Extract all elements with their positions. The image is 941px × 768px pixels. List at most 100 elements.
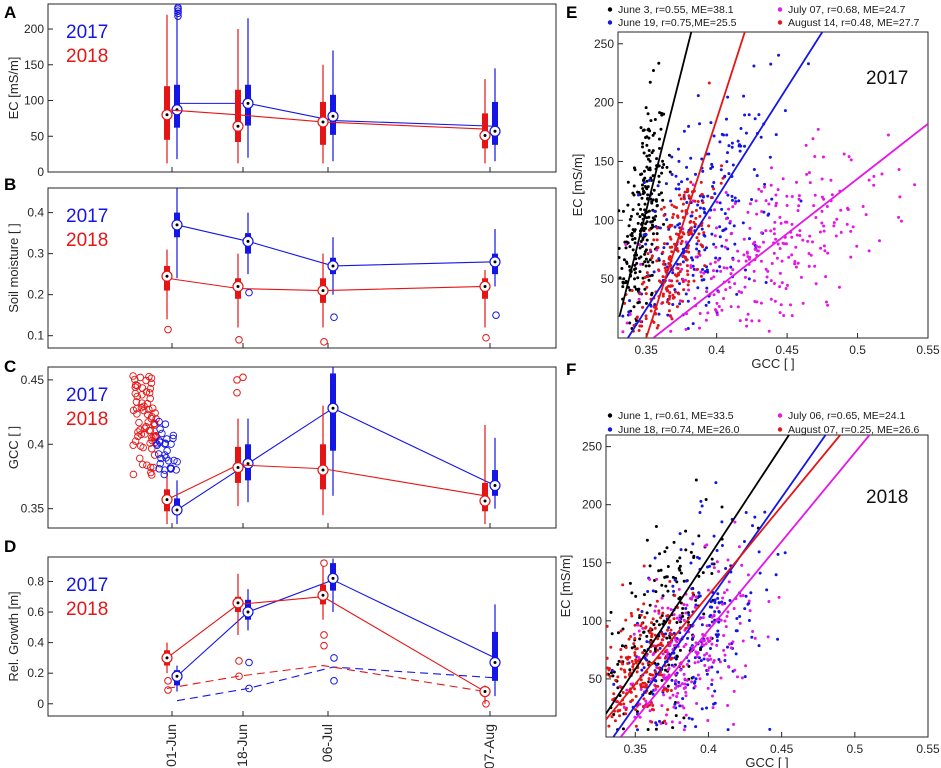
scatter-point bbox=[705, 652, 709, 656]
series-line-2017 bbox=[177, 102, 496, 127]
scatter-point bbox=[705, 286, 709, 290]
scatter-point bbox=[638, 270, 642, 274]
scatter-point bbox=[737, 199, 741, 203]
scatter-point bbox=[842, 152, 846, 156]
scatter-point bbox=[774, 573, 778, 577]
scatter-point bbox=[639, 126, 643, 130]
outlier-marker bbox=[169, 431, 178, 440]
scatter-point bbox=[772, 227, 776, 231]
scatter-point bbox=[620, 266, 624, 270]
scatter-point bbox=[746, 602, 750, 606]
scatter-point bbox=[622, 705, 626, 709]
outlier-marker bbox=[151, 409, 159, 417]
scatter-point bbox=[825, 205, 829, 209]
outlier-marker bbox=[235, 335, 243, 344]
scatter-point bbox=[687, 288, 691, 292]
scatter-point bbox=[790, 314, 794, 318]
scatter-point bbox=[742, 94, 746, 98]
outlier-marker bbox=[145, 426, 153, 435]
scatter-point bbox=[642, 697, 646, 701]
scatter-point bbox=[725, 588, 729, 592]
median-dot bbox=[236, 284, 240, 288]
scatter-point bbox=[733, 242, 737, 246]
scatter-point bbox=[633, 653, 637, 657]
scatter-point bbox=[648, 649, 652, 653]
scatter-point bbox=[665, 546, 669, 550]
scatter-point bbox=[705, 543, 709, 547]
scatter-point bbox=[723, 653, 727, 657]
scatter-point bbox=[710, 642, 714, 646]
legend-2017: 2017 bbox=[66, 22, 108, 43]
scatter-point bbox=[719, 618, 723, 622]
scatter-point bbox=[618, 209, 621, 213]
legend-marker bbox=[607, 7, 613, 12]
scatter-point bbox=[629, 214, 633, 218]
scatter-point bbox=[665, 242, 669, 246]
median-dot bbox=[236, 601, 240, 605]
scatter-point bbox=[657, 137, 661, 141]
y-axis-label: EC [mS/m] bbox=[558, 555, 573, 618]
scatter-point bbox=[717, 569, 721, 573]
median-dot bbox=[493, 260, 497, 264]
scatter-point bbox=[679, 548, 683, 552]
scatter-point bbox=[746, 210, 750, 214]
scatter-point bbox=[728, 642, 732, 646]
legend-marker bbox=[777, 413, 783, 418]
scatter-point bbox=[743, 113, 747, 117]
scatter-point bbox=[684, 278, 688, 282]
y-axis-label: Rel. Growth [m] bbox=[6, 591, 21, 681]
scatter-point bbox=[645, 634, 649, 638]
scatter-point bbox=[747, 618, 751, 622]
scatter-point bbox=[681, 280, 685, 284]
scatter-point bbox=[719, 676, 723, 680]
scatter-point bbox=[624, 618, 628, 622]
y-tick-label: 150 bbox=[24, 58, 44, 72]
scatter-point bbox=[626, 203, 630, 207]
median-dot bbox=[331, 264, 335, 268]
scatter-point bbox=[834, 234, 838, 238]
scatter-point bbox=[774, 237, 778, 241]
scatter-point bbox=[684, 606, 688, 610]
fit-line bbox=[645, 32, 746, 338]
median-dot bbox=[175, 223, 179, 227]
scatter-point bbox=[715, 560, 719, 564]
scatter-point bbox=[712, 208, 716, 212]
scatter-point bbox=[626, 662, 630, 666]
scatter-point bbox=[643, 260, 647, 264]
scatter-point bbox=[653, 303, 657, 307]
scatter-point bbox=[693, 684, 697, 688]
scatter-point bbox=[813, 264, 817, 268]
scatter-point bbox=[774, 201, 778, 205]
scatter-point bbox=[666, 565, 670, 569]
plot-frame bbox=[617, 31, 929, 339]
scatter-point bbox=[606, 672, 609, 676]
scatter-point bbox=[654, 670, 658, 674]
scatter-point bbox=[651, 589, 655, 593]
scatter-point bbox=[731, 268, 735, 272]
scatter-point bbox=[754, 199, 758, 203]
scatter-point bbox=[709, 657, 713, 661]
scatter-point bbox=[639, 262, 643, 266]
scatter-point bbox=[743, 607, 747, 611]
scatter-point bbox=[684, 685, 688, 689]
scatter-point bbox=[653, 118, 657, 122]
scatter-point bbox=[674, 187, 678, 191]
scatter-point bbox=[720, 505, 724, 509]
scatter-point bbox=[684, 690, 688, 694]
scatter-point bbox=[672, 617, 676, 621]
scatter-point bbox=[702, 657, 706, 661]
scatter-point bbox=[670, 678, 674, 682]
scatter-point bbox=[693, 199, 697, 203]
scatter-point bbox=[709, 262, 713, 266]
scatter-point bbox=[677, 587, 681, 591]
scatter-point bbox=[715, 635, 719, 639]
scatter-point bbox=[716, 592, 720, 596]
scatter-point bbox=[661, 292, 665, 296]
scatter-point bbox=[652, 651, 656, 655]
scatter-point bbox=[641, 238, 645, 242]
scatter-point bbox=[678, 568, 682, 572]
scatter-point bbox=[668, 579, 672, 583]
scatter-point bbox=[835, 217, 839, 221]
scatter-point bbox=[707, 152, 711, 156]
legend-entry: June 18, r=0.74, ME=26.0 bbox=[618, 424, 740, 436]
